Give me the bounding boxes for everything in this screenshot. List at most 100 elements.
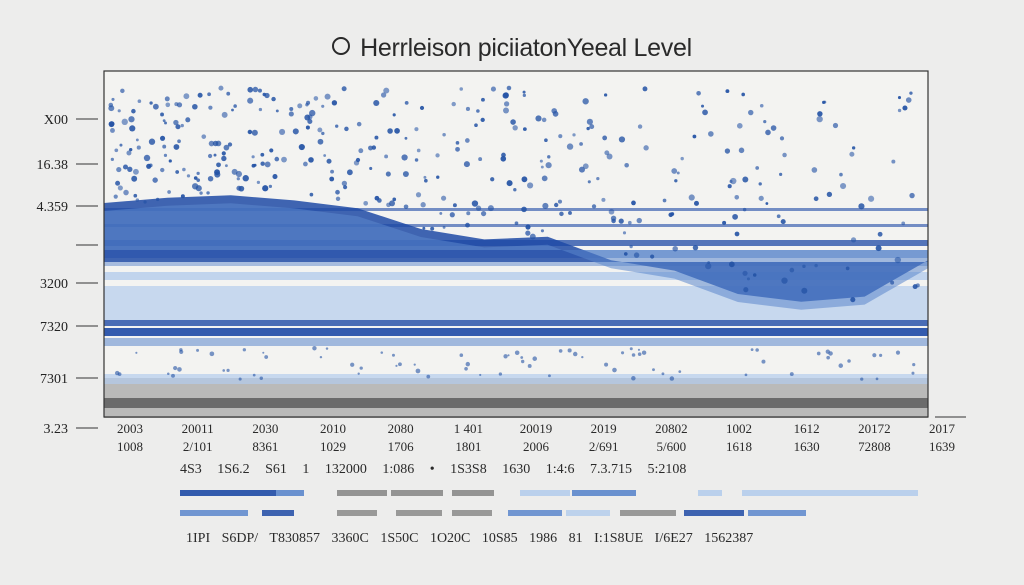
scatter-dot <box>128 116 135 123</box>
scatter-dot <box>465 106 471 112</box>
scatter-dot <box>480 210 487 217</box>
scatter-dot <box>207 153 213 159</box>
scatter-dot <box>604 150 610 156</box>
scatter-dot <box>143 200 147 204</box>
scatter-dot <box>233 104 237 108</box>
scatter-dot <box>541 117 547 123</box>
scatter-dot <box>415 192 422 198</box>
scatter-dot <box>325 347 329 350</box>
scatter-dot <box>572 351 578 357</box>
scatter-dot <box>231 108 234 112</box>
scatter-dot <box>879 353 883 357</box>
scatter-dot <box>668 212 674 218</box>
scatter-dot <box>160 112 164 117</box>
scatter-dot <box>148 163 153 168</box>
scatter-dot <box>423 175 427 179</box>
scatter-dot <box>309 109 316 117</box>
legend-swatch <box>684 510 744 516</box>
legend-swatch <box>276 490 304 496</box>
scatter-dot <box>743 287 749 293</box>
scatter-dot <box>426 374 431 379</box>
scatter-dot <box>167 372 170 375</box>
scatter-dot <box>850 237 857 243</box>
scatter-dot <box>109 121 115 127</box>
scatter-dot <box>527 364 532 368</box>
scatter-dot <box>119 143 123 147</box>
scatter-dot <box>527 182 534 189</box>
scatter-dot <box>465 361 470 367</box>
scatter-dot <box>391 353 395 357</box>
scatter-dot <box>838 363 844 368</box>
scatter-dot <box>262 185 269 192</box>
x-tick-label: 2/691 <box>589 439 619 454</box>
scatter-dot <box>288 111 294 117</box>
scatter-dot <box>705 263 712 270</box>
scatter-dot <box>755 348 759 352</box>
scatter-dot <box>503 92 509 98</box>
scatter-dot <box>826 355 830 360</box>
scatter-dot <box>702 109 708 116</box>
x-tick-label: 1612 <box>794 421 820 436</box>
scatter-dot <box>474 123 478 128</box>
scatter-dot <box>589 124 595 130</box>
scatter-dot <box>218 85 224 91</box>
scatter-dot <box>770 125 777 131</box>
scatter-dot <box>627 220 632 225</box>
scatter-dot <box>826 191 833 198</box>
scatter-dot <box>422 226 426 230</box>
scatter-dot <box>207 92 211 97</box>
scatter-dot <box>199 191 203 195</box>
scatter-dot <box>814 263 818 268</box>
scatter-dot <box>765 202 769 205</box>
scatter-dot <box>196 348 200 352</box>
scatter-dot <box>335 196 341 201</box>
x-tick-label: 1618 <box>726 439 752 454</box>
scatter-dot <box>275 109 279 113</box>
scatter-dot <box>642 86 648 92</box>
stripe <box>104 328 928 336</box>
stripe <box>104 320 928 326</box>
scatter-dot <box>259 376 263 380</box>
scatter-dot <box>343 185 348 190</box>
scatter-dot <box>135 138 139 142</box>
legend-footer-row: 1IPI S6DP/ T830857 3360C 1S50C 1O20C 10S… <box>186 531 754 546</box>
scatter-dot <box>251 129 258 136</box>
legend-swatch <box>452 510 492 516</box>
scatter-dot <box>708 131 714 137</box>
scatter-dot <box>478 157 483 162</box>
scatter-dot <box>309 192 314 197</box>
scatter-dot <box>521 206 527 213</box>
scatter-dot <box>750 348 754 352</box>
scatter-dot <box>466 211 471 216</box>
scatter-dot <box>676 171 680 175</box>
scatter-dot <box>503 354 508 359</box>
scatter-dot <box>133 193 138 198</box>
scatter-dot <box>875 245 882 252</box>
scatter-dot <box>110 157 114 161</box>
scatter-dot <box>512 125 518 131</box>
scatter-dot <box>289 107 294 112</box>
scatter-dot <box>596 176 600 181</box>
scatter-dot <box>235 170 243 178</box>
scatter-dot <box>312 346 317 351</box>
scatter-dot <box>120 88 125 94</box>
legend-swatch <box>620 510 676 516</box>
scatter-dot <box>180 123 184 128</box>
scatter-dot <box>471 200 479 207</box>
y-tick-label: 3.23 <box>44 422 69 437</box>
scatter-dot <box>671 168 678 174</box>
scatter-dot <box>540 165 544 169</box>
scatter-dot <box>738 147 745 154</box>
scatter-dot <box>895 350 901 355</box>
scatter-dot <box>629 244 633 249</box>
scatter-dot <box>839 172 843 177</box>
scatter-dot <box>629 347 633 351</box>
scatter-dot <box>111 97 115 101</box>
scatter-dot <box>558 349 563 353</box>
scatter-dot <box>755 166 760 170</box>
scatter-dot <box>678 370 682 374</box>
scatter-dot <box>802 264 806 269</box>
scatter-dot <box>313 96 319 101</box>
scatter-dot <box>177 367 182 372</box>
scatter-dot <box>823 100 827 104</box>
